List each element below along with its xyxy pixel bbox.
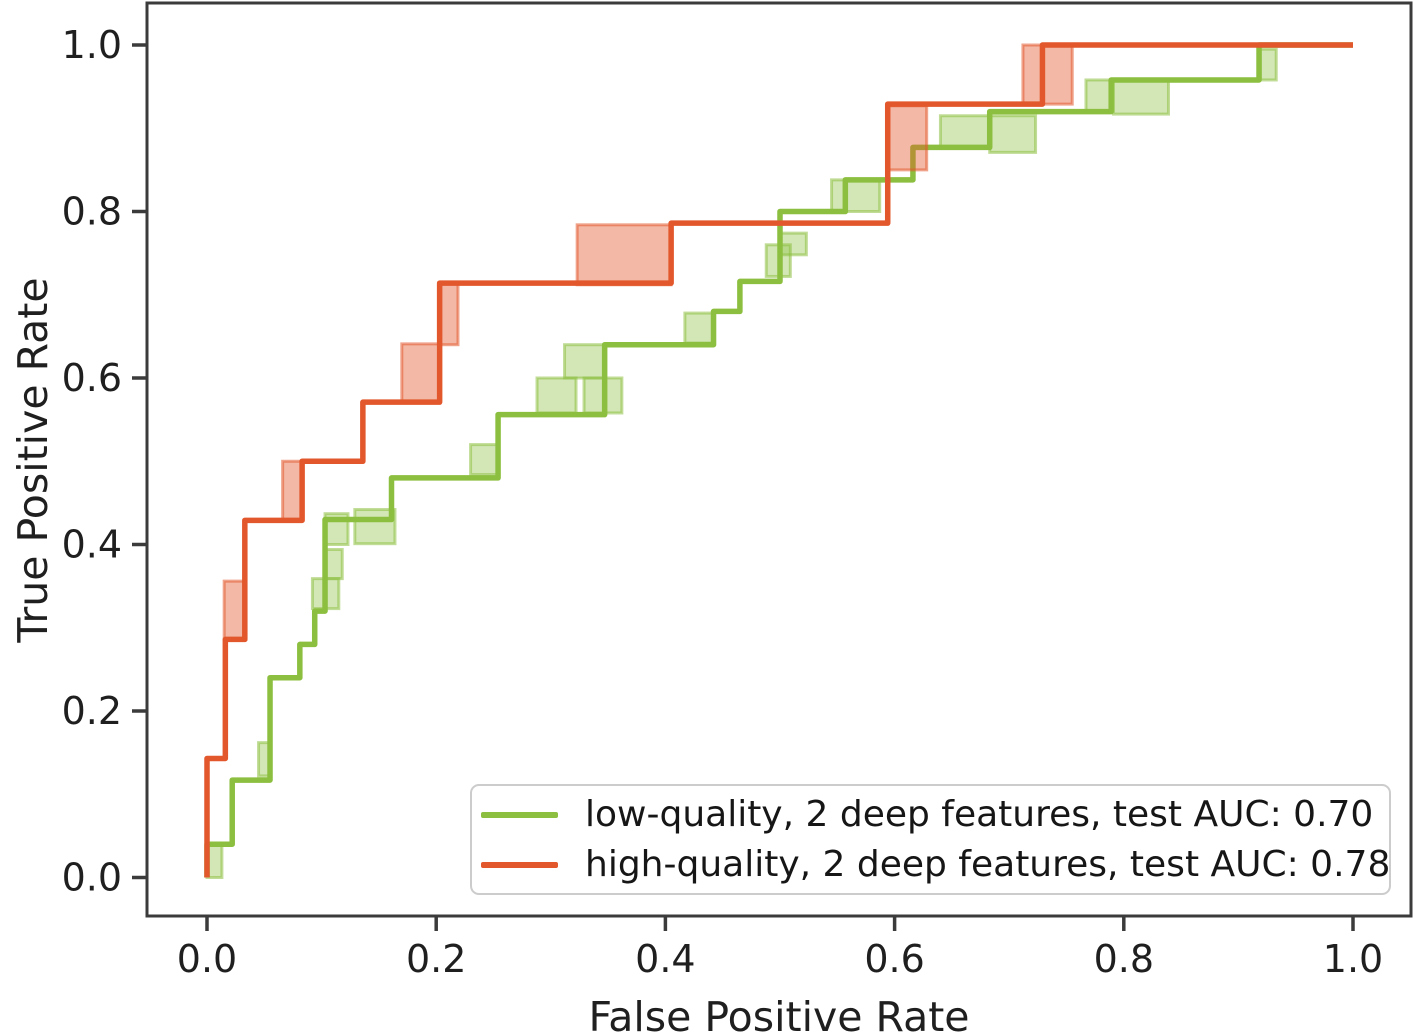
- y-tick-label: 0.4: [62, 523, 122, 567]
- low-quality-confidence-band-patch: [988, 114, 1038, 154]
- high-quality-confidence-band-patch: [575, 223, 673, 287]
- y-tick-label: 0.0: [62, 856, 122, 900]
- low-quality-confidence-band-patch: [535, 376, 578, 415]
- low-quality-confidence-band-patch: [324, 547, 344, 581]
- legend-label-low-quality: low-quality, 2 deep features, test AUC: …: [585, 794, 1374, 835]
- legend-item-low-quality: low-quality, 2 deep features, test AUC: …: [481, 790, 1389, 840]
- low-quality-confidence-band-patch: [778, 231, 808, 257]
- x-tick-label: 0.4: [635, 937, 695, 981]
- high-quality-confidence-band-patch: [1021, 43, 1074, 106]
- low-quality-confidence-band-patch: [353, 508, 397, 546]
- legend-label-high-quality: high-quality, 2 deep features, test AUC:…: [585, 844, 1391, 885]
- y-tick-label: 0.6: [62, 356, 122, 400]
- roc-curve-low-quality: [204, 42, 1353, 878]
- x-tick-label: 1.0: [1323, 937, 1383, 981]
- legend: low-quality, 2 deep features, test AUC: …: [470, 784, 1391, 895]
- low-quality-confidence-band-patch: [469, 443, 500, 477]
- low-quality-confidence-band-patch: [683, 311, 716, 345]
- x-axis-label: False Positive Rate: [588, 993, 970, 1033]
- legend-line-sample-high-quality: [481, 861, 558, 868]
- plot-area-spines: [145, 1, 1413, 918]
- roc-curve-high-quality: [204, 42, 1353, 878]
- low-quality-confidence-band-patch: [1258, 47, 1278, 82]
- y-tick-label: 0.8: [62, 190, 122, 234]
- x-tick-label: 0.0: [177, 937, 237, 981]
- low-quality-confidence-band-patch: [1084, 78, 1113, 114]
- legend-item-high-quality: high-quality, 2 deep features, test AUC:…: [481, 840, 1391, 890]
- low-quality-confidence-band-patch: [938, 114, 992, 149]
- x-tick-label: 0.6: [864, 937, 924, 981]
- high-quality-confidence-band-patch: [400, 342, 442, 404]
- low-quality-confidence-band-patch: [830, 178, 882, 214]
- high-quality-confidence-band-patch: [438, 281, 460, 347]
- legend-line-sample-low-quality: [481, 811, 558, 818]
- low-quality-confidence-band-patch: [563, 343, 607, 380]
- high-quality-confidence-band-patch: [281, 459, 303, 522]
- high-quality-confidence-band-patch: [886, 104, 929, 172]
- y-axis-label: True Positive Rate: [9, 277, 57, 643]
- y-tick-label: 0.2: [62, 689, 122, 733]
- x-tick-label: 0.2: [406, 937, 466, 981]
- low-quality-confidence-band-patch: [1111, 79, 1170, 116]
- y-tick-label: 1.0: [62, 23, 122, 67]
- x-tick-label: 0.8: [1094, 937, 1154, 981]
